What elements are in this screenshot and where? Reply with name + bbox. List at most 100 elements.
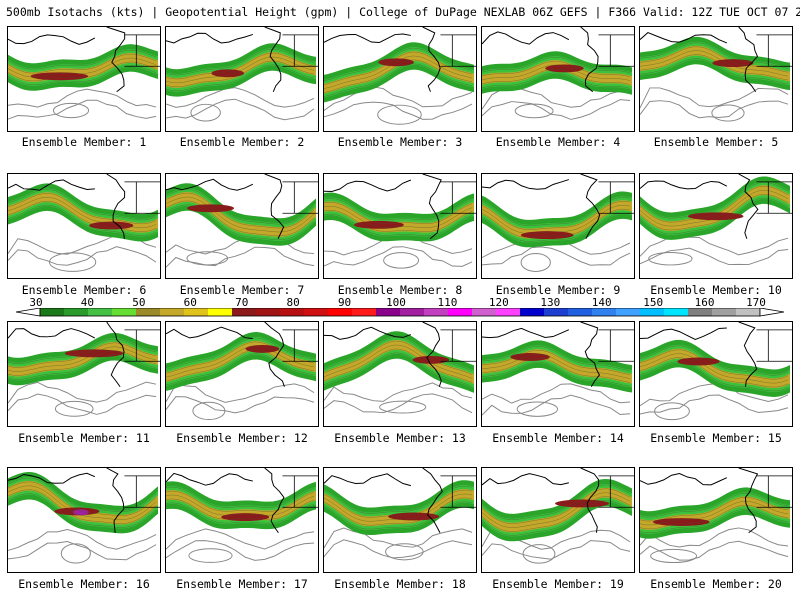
colorbar-left-arrow xyxy=(15,308,41,317)
ensemble-member-label: Ensemble Member: 17 xyxy=(176,577,308,591)
colorbar-segment xyxy=(160,308,185,316)
jet-stream-map xyxy=(166,174,318,268)
ensemble-map-19 xyxy=(481,467,635,573)
ensemble-member-label: Ensemble Member: 5 xyxy=(653,135,779,149)
ensemble-member-label: Ensemble Member: 16 xyxy=(18,577,150,591)
ensemble-member-label: Ensemble Member: 10 xyxy=(650,283,782,297)
ensemble-map-11 xyxy=(7,321,161,427)
colorbar-tick-label: 70 xyxy=(235,296,249,309)
colorbar-segment xyxy=(88,308,113,316)
ensemble-member-label: Ensemble Member: 3 xyxy=(337,135,463,149)
jet-stream-map xyxy=(324,27,476,125)
colorbar-segment xyxy=(184,308,209,316)
ensemble-map-10 xyxy=(639,173,793,279)
colorbar-segment xyxy=(448,308,473,316)
colorbar-segment xyxy=(280,308,305,316)
colorbar-tick-label: 110 xyxy=(437,296,458,309)
ensemble-member-label: Ensemble Member: 1 xyxy=(21,135,147,149)
jet-stream-map xyxy=(640,174,792,266)
colorbar-segment xyxy=(328,308,353,316)
colorbar-segment xyxy=(736,308,761,316)
jet-stream-map xyxy=(640,468,792,564)
colorbar-segment xyxy=(232,308,257,316)
colorbar-tick-label: 100 xyxy=(386,296,406,309)
ensemble-member-label: Ensemble Member: 9 xyxy=(495,283,621,297)
ensemble-map-8 xyxy=(323,173,477,279)
ensemble-map-9 xyxy=(481,173,635,279)
colorbar-tick-label: 160 xyxy=(694,296,715,309)
jet-stream-map xyxy=(8,27,160,120)
colorbar-right-arrow xyxy=(759,308,785,317)
colorbar-tick-label: 40 xyxy=(80,296,95,309)
ensemble-member-label: Ensemble Member: 4 xyxy=(495,135,621,149)
colorbar-segment xyxy=(688,308,713,316)
ensemble-map-7 xyxy=(165,173,319,279)
colorbar-segment xyxy=(424,308,449,316)
colorbar-segment xyxy=(568,308,593,316)
colorbar-segment xyxy=(592,308,617,316)
ensemble-member-label: Ensemble Member: 20 xyxy=(650,577,782,591)
jet-stream-map xyxy=(482,322,634,417)
colorbar-segment xyxy=(112,308,137,316)
ensemble-map-12 xyxy=(165,321,319,427)
colorbar-tick-label: 150 xyxy=(643,296,664,309)
jet-stream-map xyxy=(640,322,792,421)
colorbar-segment xyxy=(496,308,521,316)
jet-stream-map xyxy=(482,468,634,564)
ensemble-map-20 xyxy=(639,467,793,573)
ensemble-member-label: Ensemble Member: 18 xyxy=(334,577,466,591)
ensemble-member-label: Ensemble Member: 15 xyxy=(650,431,782,445)
colorbar-segment xyxy=(208,308,233,316)
colorbar-segment xyxy=(664,308,689,316)
jet-stream-map xyxy=(8,468,160,564)
jet-stream-map xyxy=(482,27,634,120)
colorbar-segment xyxy=(520,308,545,316)
ensemble-map-13 xyxy=(323,321,477,427)
colorbar-segment xyxy=(136,308,161,316)
ensemble-member-label: Ensemble Member: 2 xyxy=(179,135,305,149)
colorbar-segment xyxy=(472,308,497,316)
colorbar-tick-label: 30 xyxy=(29,296,43,309)
colorbar-strip xyxy=(15,308,785,317)
jet-stream-map xyxy=(8,322,160,417)
colorbar-tick-label: 120 xyxy=(488,296,509,309)
ensemble-map-15 xyxy=(639,321,793,427)
colorbar-segment xyxy=(640,308,665,316)
jet-stream-map xyxy=(324,322,476,414)
ensemble-member-label: Ensemble Member: 13 xyxy=(334,431,466,445)
jet-stream-map xyxy=(640,27,792,122)
colorbar-segment xyxy=(40,308,65,316)
isotach-colorbar: 30 40 50 60 70 80 90 100 110 120 130 140 150 160 170 xyxy=(10,296,790,320)
jet-stream-map xyxy=(324,174,476,269)
ensemble-member-label: Ensemble Member: 12 xyxy=(176,431,308,445)
colorbar-segment xyxy=(352,308,377,316)
ensemble-map-4 xyxy=(481,26,635,132)
jet-stream-map xyxy=(8,174,160,272)
ensemble-map-14 xyxy=(481,321,635,427)
ensemble-map-1 xyxy=(7,26,161,132)
colorbar-tick-label: 90 xyxy=(337,296,352,309)
colorbar-segment xyxy=(304,308,329,316)
ensemble-map-5 xyxy=(639,26,793,132)
colorbar-segment xyxy=(376,308,401,316)
ensemble-map-16 xyxy=(7,467,161,573)
ensemble-member-label: Ensemble Member: 11 xyxy=(18,431,150,445)
ensemble-map-3 xyxy=(323,26,477,132)
jet-stream-map xyxy=(166,27,318,122)
colorbar-tick-label: 60 xyxy=(183,296,197,309)
ensemble-member-label: Ensemble Member: 8 xyxy=(337,283,463,297)
ensemble-member-label: Ensemble Member: 14 xyxy=(492,431,624,445)
ensemble-member-label: Ensemble Member: 6 xyxy=(21,283,147,297)
ensemble-member-label: Ensemble Member: 7 xyxy=(179,283,305,297)
ensemble-map-6 xyxy=(7,173,161,279)
colorbar-segment xyxy=(64,308,89,316)
colorbar-tick-label: 170 xyxy=(746,296,766,309)
ensemble-member-label: Ensemble Member: 19 xyxy=(492,577,624,591)
colorbar-segment xyxy=(400,308,425,316)
colorbar-segment xyxy=(616,308,641,316)
colorbar-tick-label: 50 xyxy=(132,296,146,309)
colorbar-tick-label: 80 xyxy=(286,296,300,309)
colorbar-segment xyxy=(256,308,281,316)
jet-stream-map xyxy=(166,468,318,563)
ensemble-map-17 xyxy=(165,467,319,573)
